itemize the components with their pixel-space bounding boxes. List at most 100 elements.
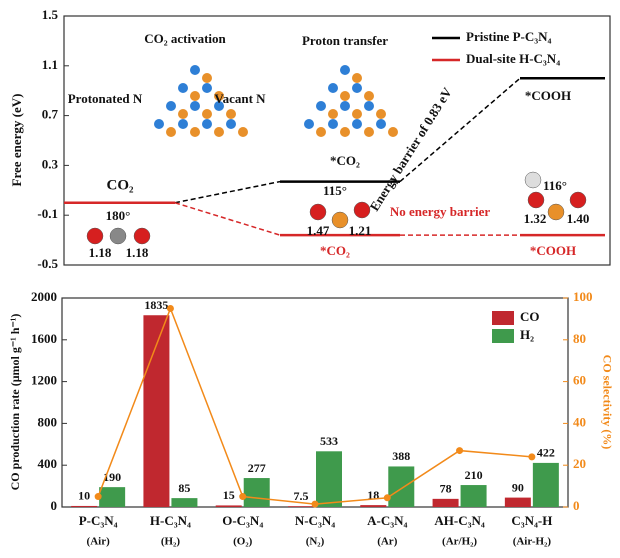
atom-c <box>238 127 248 137</box>
atom <box>331 211 349 229</box>
x-tick-label: C₃N₄-H <box>511 513 552 528</box>
atom-n <box>154 119 164 129</box>
annotation: Vacant N <box>214 91 266 106</box>
atom-n <box>202 83 212 93</box>
atom-n <box>376 119 386 129</box>
annotation: No energy barrier <box>390 204 491 219</box>
atom-c <box>364 127 374 137</box>
selectivity-point <box>528 453 536 461</box>
atom-c <box>352 109 362 119</box>
annotation: Protonated N <box>68 91 143 106</box>
atom-c <box>190 127 200 137</box>
bar <box>388 466 415 507</box>
top-frame <box>63 15 611 266</box>
atom-c <box>202 73 212 83</box>
value-label: 422 <box>537 446 555 460</box>
annotation: Energy barrier of 0.83 eV <box>367 84 455 213</box>
y2-axis-label: CO selectivity (%) <box>600 355 614 450</box>
y-tick-label: 400 <box>38 456 58 471</box>
atom-n <box>328 83 338 93</box>
y-tick-label: 1200 <box>31 373 57 388</box>
value-label: 15 <box>223 488 235 502</box>
value-label: 78 <box>440 482 452 496</box>
atom-n <box>364 101 374 111</box>
x-tick-sublabel: (Ar) <box>377 536 397 548</box>
bar <box>360 505 387 507</box>
bar <box>143 315 170 507</box>
y-tick-label: 800 <box>38 414 58 429</box>
selectivity-point <box>239 493 247 501</box>
bar <box>171 498 198 507</box>
annotation: 180° <box>106 208 131 223</box>
y-tick-label: -0.5 <box>37 256 58 271</box>
bar <box>432 498 459 507</box>
atom <box>524 171 542 189</box>
atom <box>309 203 327 221</box>
value-label: 533 <box>320 434 338 448</box>
annotation: 1.18 <box>126 245 149 260</box>
atom-n <box>304 119 314 129</box>
annotation: Proton transfer <box>302 33 388 48</box>
y-axis-label: Free energy (eV) <box>9 94 24 187</box>
annotation: 116° <box>543 178 567 193</box>
y-tick-label: 1.5 <box>42 7 59 22</box>
atom-n <box>166 101 176 111</box>
selectivity-point <box>456 447 464 455</box>
atom-n <box>340 65 350 75</box>
atom-c <box>190 91 200 101</box>
atom-n <box>328 119 338 129</box>
y2-tick-label: 80 <box>573 331 586 346</box>
atom <box>133 227 151 245</box>
atom <box>547 203 565 221</box>
atom-c <box>166 127 176 137</box>
y-tick-label: 1.1 <box>42 57 58 72</box>
y2-tick-label: 40 <box>573 414 586 429</box>
atom-n <box>316 101 326 111</box>
selectivity-point <box>311 500 319 508</box>
atom-n <box>190 65 200 75</box>
bar <box>243 478 270 507</box>
value-label: 7.5 <box>294 489 309 503</box>
atom <box>353 201 371 219</box>
bar <box>215 505 242 507</box>
atom-c <box>202 109 212 119</box>
annotation: 1.18 <box>89 245 112 260</box>
annotation: *CO₂ <box>320 243 350 258</box>
connector <box>174 180 281 204</box>
x-tick-sublabel: (Air-H₂) <box>513 536 552 548</box>
atom-c <box>178 109 188 119</box>
value-label: 210 <box>465 468 483 482</box>
selectivity-point <box>94 493 102 501</box>
atom-n <box>226 119 236 129</box>
y-tick-label: 0 <box>51 498 58 513</box>
atom-c <box>376 109 386 119</box>
atom-c <box>340 91 350 101</box>
atom-c <box>226 109 236 119</box>
legend-label: H₂ <box>520 327 534 342</box>
annotation: 1.21 <box>349 223 372 238</box>
atom-c <box>364 91 374 101</box>
annotation: *COOH <box>530 243 576 258</box>
atom-n <box>190 101 200 111</box>
legend-swatch <box>492 329 514 343</box>
atom-c <box>214 127 224 137</box>
bar <box>532 462 559 507</box>
annotation: *CO₂ <box>330 153 360 168</box>
annotation: 1.40 <box>567 211 590 226</box>
y2-tick-label: 0 <box>573 498 580 513</box>
atom-c <box>340 127 350 137</box>
atom <box>109 227 127 245</box>
value-label: 90 <box>512 480 524 494</box>
value-label: 85 <box>178 481 190 495</box>
connector <box>174 202 281 236</box>
atom-c <box>214 91 224 101</box>
y-tick-label: -0.1 <box>37 206 58 221</box>
y-axis-label: CO production rate (μmol g⁻¹ h⁻¹) <box>8 314 22 491</box>
atom-c <box>316 127 326 137</box>
atom <box>86 227 104 245</box>
x-tick-sublabel: (N₂) <box>306 536 325 548</box>
bar <box>504 497 531 507</box>
x-tick-label: AH-C₃N₄ <box>434 513 485 528</box>
legend-label: Pristine P-C₃N₄ <box>466 29 552 44</box>
